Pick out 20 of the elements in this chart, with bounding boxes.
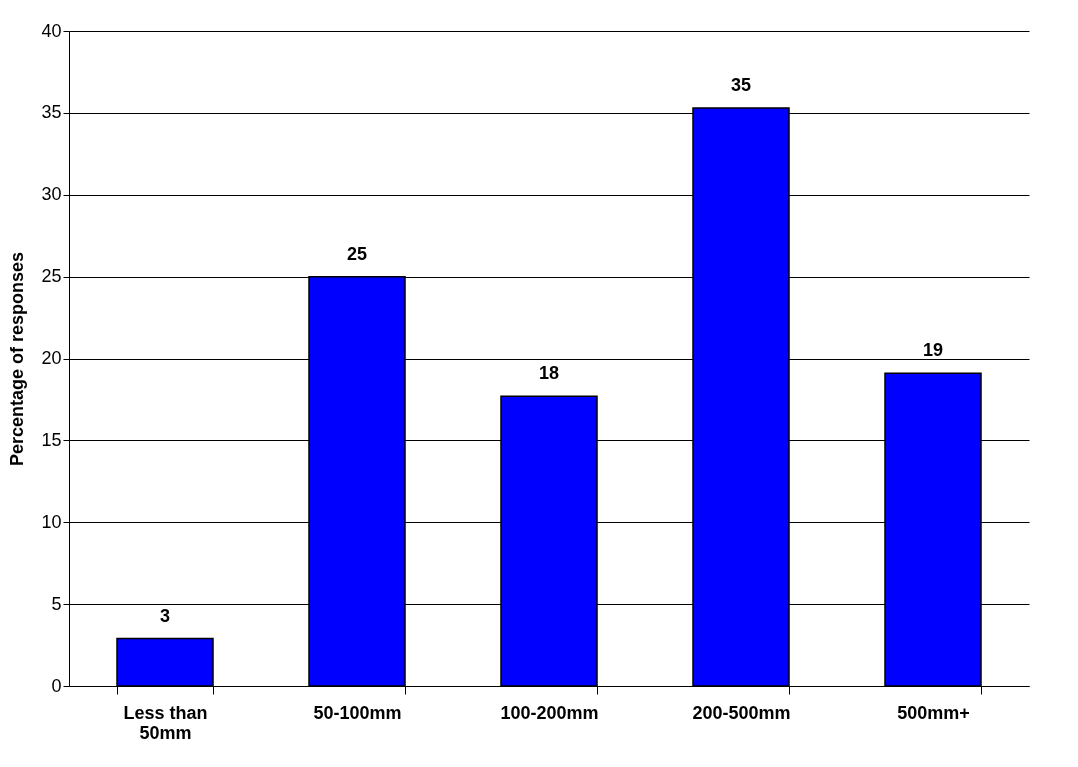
y-tick-label: 25 bbox=[41, 266, 62, 287]
y-tick-label: 0 bbox=[51, 675, 62, 696]
y-tick-label: 40 bbox=[41, 20, 62, 41]
data-label: 18 bbox=[538, 363, 560, 384]
x-tick-label: 100-200mm bbox=[500, 702, 599, 723]
y-tick-label: 10 bbox=[41, 511, 62, 532]
data-label: 3 bbox=[159, 605, 171, 626]
y-tick-label: 5 bbox=[51, 593, 62, 614]
x-tick-label: 500mm+ bbox=[897, 702, 970, 723]
x-tick-label: 50-100mm bbox=[313, 702, 402, 723]
y-tick-label: 15 bbox=[41, 429, 62, 450]
x-tick-label: Less than 50mm bbox=[123, 702, 208, 743]
x-tick-label: 200-500mm bbox=[692, 702, 791, 723]
y-tick-label: 20 bbox=[41, 348, 62, 368]
y-axis-title: Percentage of responses bbox=[7, 251, 28, 467]
data-label: 25 bbox=[346, 243, 368, 264]
y-tick-label: 35 bbox=[41, 102, 62, 123]
data-label: 19 bbox=[922, 340, 944, 361]
y-tick-label: 30 bbox=[41, 184, 62, 205]
data-label: 35 bbox=[730, 74, 752, 95]
